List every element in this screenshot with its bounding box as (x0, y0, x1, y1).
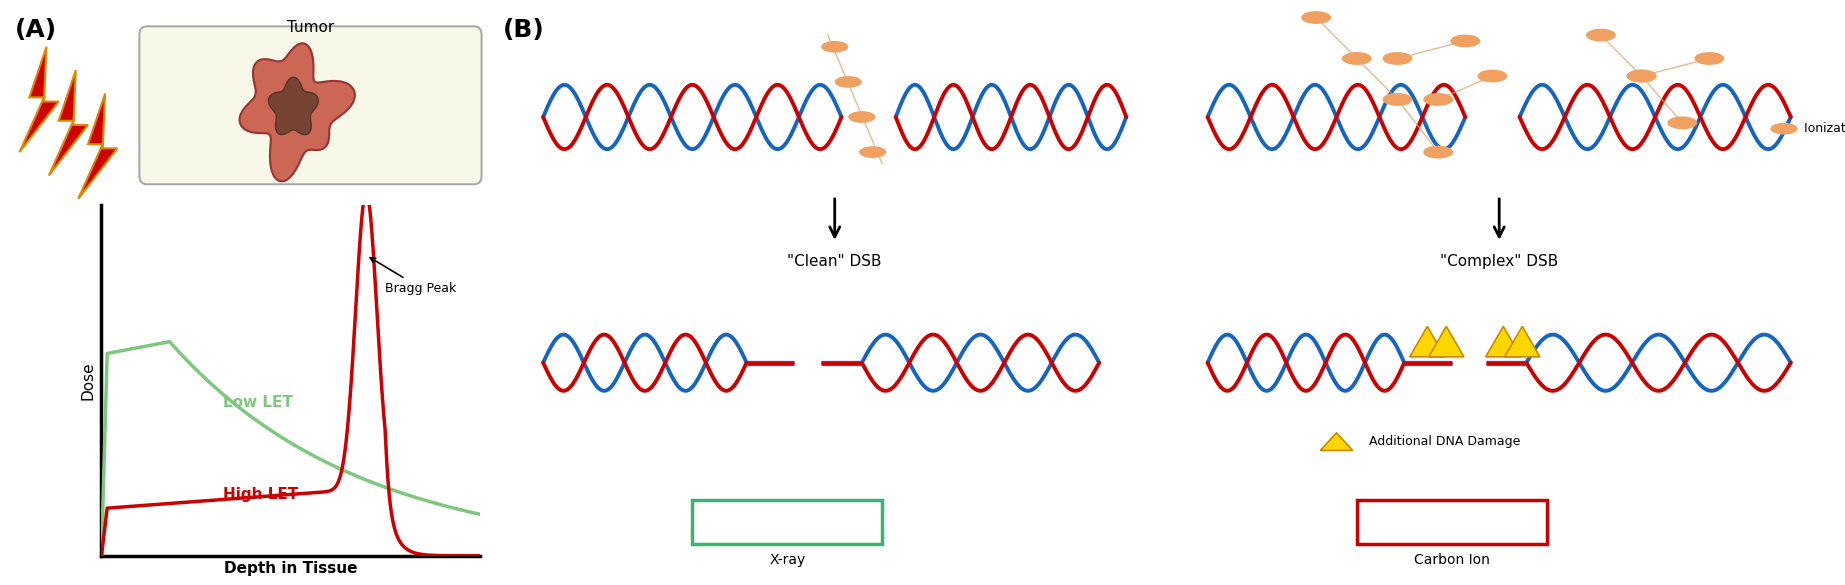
Polygon shape (268, 77, 319, 135)
Circle shape (1422, 146, 1454, 159)
Text: Bragg Peak: Bragg Peak (371, 258, 456, 294)
Polygon shape (240, 43, 354, 181)
Polygon shape (1485, 326, 1520, 357)
Y-axis label: Dose: Dose (81, 361, 96, 400)
Text: Carbon Ion: Carbon Ion (1413, 553, 1489, 567)
Text: Low LET: Low LET (223, 395, 292, 410)
Polygon shape (1428, 326, 1463, 357)
Circle shape (1627, 70, 1657, 82)
Circle shape (834, 76, 862, 88)
Circle shape (1382, 93, 1413, 106)
Text: Low LET: Low LET (753, 515, 823, 529)
Circle shape (1668, 116, 1697, 129)
Polygon shape (1321, 433, 1352, 450)
Circle shape (1694, 52, 1725, 65)
Circle shape (1422, 93, 1454, 106)
Text: "Complex" DSB: "Complex" DSB (1441, 254, 1559, 270)
Circle shape (1301, 11, 1330, 24)
Circle shape (1478, 70, 1507, 82)
Polygon shape (77, 94, 118, 199)
Circle shape (1627, 70, 1657, 82)
Polygon shape (20, 47, 59, 152)
FancyBboxPatch shape (1356, 500, 1546, 544)
Polygon shape (1506, 326, 1541, 357)
Text: "Clean" DSB: "Clean" DSB (788, 254, 882, 270)
Circle shape (1587, 29, 1616, 42)
Circle shape (1450, 35, 1480, 47)
Text: Additional DNA Damage: Additional DNA Damage (1362, 435, 1520, 448)
Polygon shape (50, 70, 89, 176)
Circle shape (849, 111, 875, 123)
Circle shape (821, 41, 849, 53)
Circle shape (1771, 123, 1797, 135)
FancyBboxPatch shape (140, 26, 482, 184)
FancyBboxPatch shape (692, 500, 882, 544)
Text: (A): (A) (15, 18, 57, 42)
Text: X-ray: X-ray (769, 553, 806, 567)
Text: High LET: High LET (223, 487, 297, 503)
Circle shape (860, 146, 886, 158)
X-axis label: Depth in Tissue: Depth in Tissue (223, 561, 358, 576)
Text: Tumor: Tumor (286, 20, 334, 36)
Text: Ionization Event: Ionization Event (1804, 122, 1845, 135)
Circle shape (1382, 52, 1413, 65)
Text: High LET: High LET (1413, 515, 1489, 529)
Polygon shape (1410, 326, 1445, 357)
Text: (B): (B) (502, 18, 544, 42)
Circle shape (1341, 52, 1371, 65)
